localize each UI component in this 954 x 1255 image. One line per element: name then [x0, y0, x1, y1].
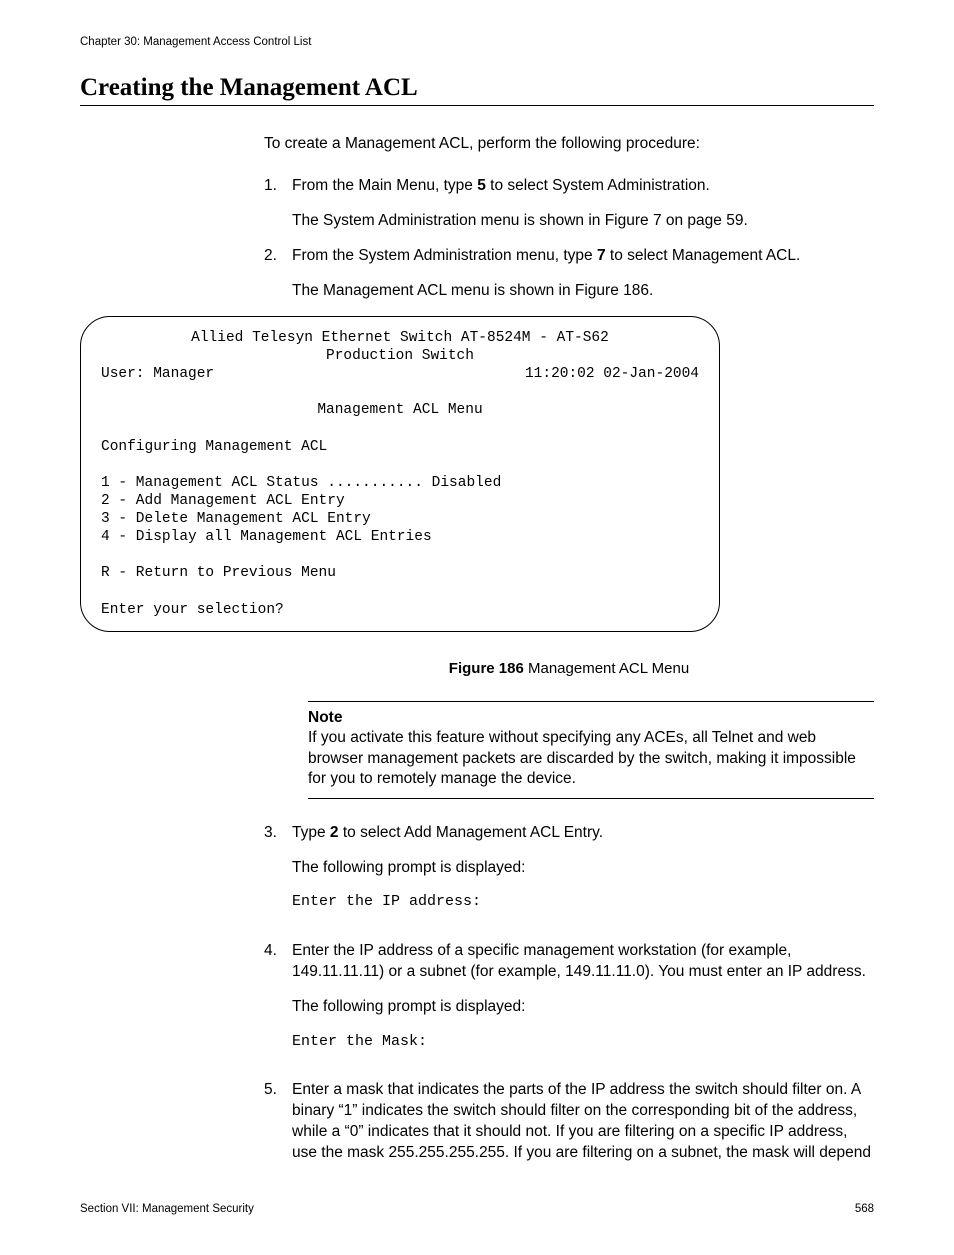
intro-text: To create a Management ACL, perform the …: [264, 134, 874, 154]
note-box: Note If you activate this feature withou…: [308, 701, 874, 799]
terminal-line: 4 - Display all Management ACL Entries: [101, 528, 699, 546]
page-footer: Section VII: Management Security 568: [80, 1203, 874, 1215]
terminal-timestamp: 11:20:02 02-Jan-2004: [525, 365, 699, 383]
terminal-line: 2 - Add Management ACL Entry: [101, 492, 699, 510]
terminal-line: 1 - Management ACL Status ........... Di…: [101, 474, 699, 492]
figure-caption: Figure 186 Management ACL Menu: [264, 660, 874, 677]
note-title: Note: [308, 708, 874, 728]
terminal-user: User: Manager: [101, 365, 214, 383]
step-text: The following prompt is displayed:: [292, 997, 874, 1018]
prompt-text: Enter the Mask:: [292, 1032, 874, 1052]
note-body: If you activate this feature without spe…: [308, 728, 874, 789]
terminal-line: Production Switch: [101, 347, 699, 365]
step-key: 7: [597, 247, 606, 264]
step-4: 4. Enter the IP address of a specific ma…: [264, 941, 874, 1066]
terminal-line: Configuring Management ACL: [101, 438, 699, 456]
figure-title: Management ACL Menu: [524, 660, 689, 677]
step-number: 4.: [264, 941, 292, 1066]
step-number: 1.: [264, 176, 292, 232]
step-key: 2: [330, 824, 339, 841]
step-number: 2.: [264, 246, 292, 302]
footer-page-number: 568: [855, 1203, 874, 1215]
step-text: Enter a mask that indicates the parts of…: [292, 1080, 874, 1164]
step-1: 1. From the Main Menu, type 5 to select …: [264, 176, 874, 232]
step-text: The Management ACL menu is shown in Figu…: [292, 281, 874, 302]
step-text: to select Management ACL.: [606, 247, 801, 264]
step-text: Enter the IP address of a specific manag…: [292, 941, 874, 983]
step-text: to select Add Management ACL Entry.: [339, 824, 604, 841]
figure-label: Figure 186: [449, 660, 524, 677]
step-key: 5: [477, 177, 486, 194]
step-3: 3. Type 2 to select Add Management ACL E…: [264, 823, 874, 927]
step-text: The following prompt is displayed:: [292, 858, 874, 879]
section-title: Creating the Management ACL: [80, 74, 874, 106]
terminal-line: R - Return to Previous Menu: [101, 564, 699, 582]
step-text: From the Main Menu, type: [292, 177, 477, 194]
terminal-line: Management ACL Menu: [101, 401, 699, 419]
step-number: 5.: [264, 1080, 292, 1164]
terminal-figure: Allied Telesyn Ethernet Switch AT-8524M …: [80, 316, 720, 632]
step-text: Type: [292, 824, 330, 841]
step-5: 5. Enter a mask that indicates the parts…: [264, 1080, 874, 1164]
step-text: From the System Administration menu, typ…: [292, 247, 597, 264]
step-text: to select System Administration.: [486, 177, 710, 194]
terminal-screen: Allied Telesyn Ethernet Switch AT-8524M …: [80, 316, 720, 632]
terminal-line: Enter your selection?: [101, 601, 699, 619]
step-2: 2. From the System Administration menu, …: [264, 246, 874, 302]
step-text: The System Administration menu is shown …: [292, 211, 874, 232]
chapter-header: Chapter 30: Management Access Control Li…: [80, 36, 874, 48]
terminal-line: 3 - Delete Management ACL Entry: [101, 510, 699, 528]
step-number: 3.: [264, 823, 292, 927]
prompt-text: Enter the IP address:: [292, 892, 874, 912]
footer-section: Section VII: Management Security: [80, 1203, 254, 1215]
terminal-line: Allied Telesyn Ethernet Switch AT-8524M …: [101, 329, 699, 347]
